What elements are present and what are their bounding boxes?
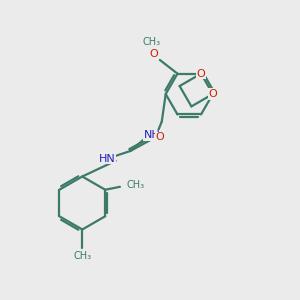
Text: HN: HN — [98, 154, 115, 164]
Text: CH₃: CH₃ — [127, 180, 145, 190]
Text: O: O — [197, 69, 206, 79]
Text: CH₃: CH₃ — [143, 37, 161, 47]
Text: O: O — [150, 49, 158, 59]
Text: NH: NH — [144, 130, 160, 140]
Text: O: O — [208, 89, 217, 99]
Text: O: O — [155, 132, 164, 142]
Text: CH₃: CH₃ — [73, 251, 91, 261]
